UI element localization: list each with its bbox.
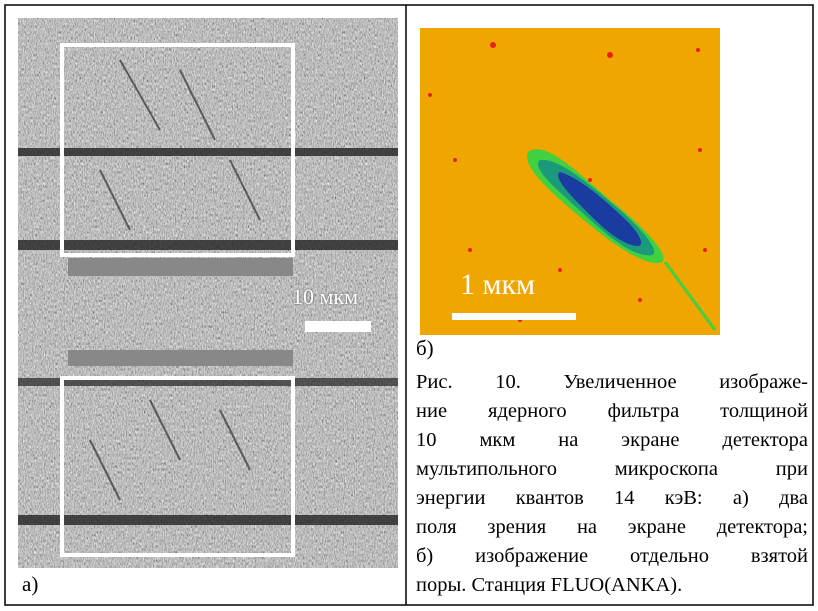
caption-line: мультипольного микроскопа при bbox=[416, 455, 808, 484]
caption-line: Рис. 10. Увеличенное изображе- bbox=[416, 368, 808, 397]
panel-label: а) bbox=[22, 572, 38, 597]
panel-label: б) bbox=[416, 336, 434, 361]
page: 10 мкм 1 мкм а) б) Рис. 10. Увеличенное … bbox=[0, 0, 818, 611]
caption-line: поры. Станция FLUO(ANKA). bbox=[416, 571, 808, 600]
caption-line: поля зрения на экране детектора; bbox=[416, 513, 808, 542]
caption-line: ние ядерного фильтра толщиной bbox=[416, 397, 808, 426]
caption-line: 10 мкм на экране детектора bbox=[416, 426, 808, 455]
scale-bar bbox=[452, 313, 576, 320]
caption-line: энергии квантов 14 кэВ: а) два bbox=[416, 484, 808, 513]
scale-label: 1 мкм bbox=[460, 268, 535, 302]
caption-line: б) изображение отдельно взятой bbox=[416, 542, 808, 571]
scale-bar bbox=[305, 321, 371, 332]
scale-label: 10 мкм bbox=[292, 284, 358, 310]
